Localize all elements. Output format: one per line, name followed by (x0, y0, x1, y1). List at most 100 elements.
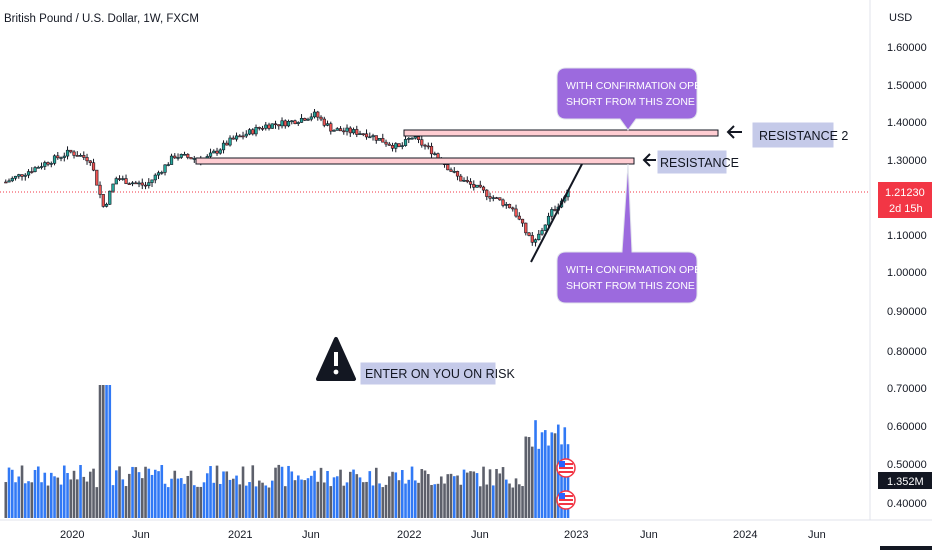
resistance-2-zone[interactable] (403, 129, 719, 137)
volume-bar (222, 471, 225, 518)
candle-body (46, 162, 50, 165)
candle-body (72, 151, 76, 156)
volume-bar (176, 478, 180, 518)
volume-bar (371, 485, 375, 518)
volume-bar (235, 475, 238, 518)
candle-body (459, 175, 463, 182)
candle-body (374, 135, 378, 141)
candle-body (286, 120, 291, 127)
candle-body (75, 155, 79, 157)
candle-body (543, 224, 547, 231)
resistance-label-box[interactable] (656, 149, 728, 175)
candle-body (13, 175, 18, 179)
us-flag-event-icon[interactable] (556, 458, 576, 478)
candle-body (231, 137, 235, 140)
candle-body (176, 157, 180, 159)
candle-body (160, 172, 164, 174)
price-tick: 1.40000 (887, 117, 927, 129)
volume-bar (355, 474, 359, 518)
candle-body (478, 184, 482, 188)
price-tick: 0.60000 (887, 421, 927, 433)
volume-bar (108, 385, 112, 518)
volume-bar (342, 485, 346, 518)
warning-label-box[interactable] (359, 361, 497, 386)
volume-bar (183, 483, 186, 518)
volume-bar (127, 473, 131, 518)
candle-body (221, 142, 226, 151)
resistance-2-label-box[interactable] (751, 121, 835, 149)
price-pane (0, 0, 870, 520)
callout-bottom[interactable]: WITH CONFIRMATION OPEN SHORT FROM THIS Z… (556, 163, 709, 304)
candle-body (88, 160, 92, 164)
price-tick: 1.60000 (887, 42, 927, 54)
candle-body (361, 133, 365, 135)
volume-bar (413, 480, 417, 518)
volume-bar (524, 436, 528, 518)
candle-body (511, 207, 515, 210)
volume-bar (430, 484, 433, 518)
candle-body (127, 183, 131, 185)
volume-bar (66, 473, 69, 518)
candle-body (254, 127, 258, 135)
volume-bar (495, 468, 498, 518)
resistance-arrow-icon (642, 153, 656, 167)
candle-body (429, 145, 434, 155)
volume-bar (459, 484, 463, 518)
volume-bar (335, 476, 339, 518)
candle-body (514, 208, 518, 217)
candle-body (381, 138, 385, 143)
volume-bar (179, 478, 183, 518)
volume-bar (49, 472, 53, 518)
candle-body (111, 183, 115, 192)
candle-body (550, 209, 554, 217)
candle-body (475, 184, 479, 188)
volume-bar (410, 466, 414, 518)
volume-bar (423, 470, 427, 518)
volume-bar (322, 482, 326, 518)
volume-bar (277, 464, 281, 518)
candle-body (446, 164, 450, 171)
volume-bar (225, 471, 229, 518)
trend-line[interactable] (530, 163, 583, 263)
volume-bar (192, 485, 196, 518)
us-flag-event-icon[interactable] (556, 490, 576, 510)
volume-bar (514, 478, 518, 518)
candle-body (485, 189, 489, 197)
volume-bar (14, 482, 17, 518)
volume-bar (426, 474, 430, 518)
volume-bar (88, 471, 92, 518)
candle-body (306, 118, 310, 121)
candle-body (507, 203, 512, 209)
volume-bar (547, 445, 550, 518)
volume-bar (478, 486, 482, 518)
volume-bar (491, 485, 495, 518)
candle-body (537, 233, 541, 241)
volume-bar (147, 468, 151, 518)
candle-body (225, 142, 229, 146)
volume-bar (283, 486, 287, 518)
volume-bar (530, 446, 534, 518)
candle-body (49, 163, 53, 165)
volume-bar (212, 482, 216, 518)
volume-bar (521, 486, 524, 518)
volume-bar (105, 385, 108, 518)
volume-bar (121, 479, 125, 518)
volume-bar (387, 476, 391, 518)
time-tick: Jun (471, 529, 489, 541)
candle-body (423, 144, 427, 147)
candle-body (215, 150, 219, 154)
time-tick: Jun (640, 529, 658, 541)
resistance-zone[interactable] (195, 157, 635, 165)
candle-body (501, 199, 505, 206)
volume-bar (202, 482, 206, 518)
volume-bar (274, 467, 277, 518)
volume-bar (443, 483, 446, 518)
callout-top[interactable]: WITH CONFIRMATION OPEN SHORT FROM THIS Z… (556, 67, 709, 131)
volume-bar (352, 469, 355, 518)
candle-body (56, 155, 60, 159)
candle-body (121, 178, 125, 180)
volume-bar (20, 465, 24, 518)
candle-body (504, 203, 508, 206)
price-tick: 0.90000 (887, 306, 927, 318)
